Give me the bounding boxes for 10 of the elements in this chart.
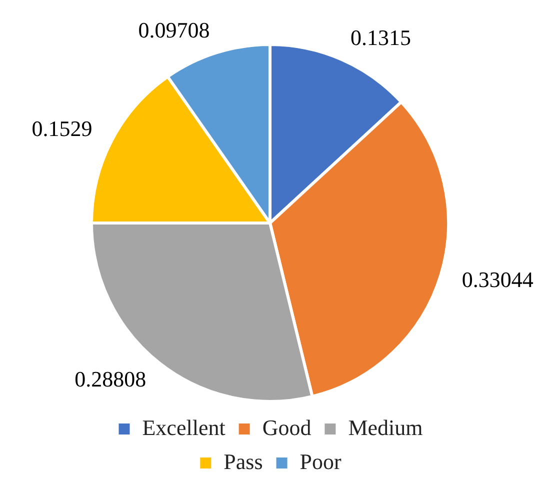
legend-label: Good [262,414,312,440]
data-label: 0.1315 [350,25,411,50]
legend-label: Poor [300,448,342,474]
data-label: 0.33044 [462,266,534,292]
legend-label: Medium [348,414,423,440]
legend-label: Pass [224,448,263,474]
data-label: 0.09708 [138,18,210,43]
data-label: 0.28808 [74,366,146,392]
legend-label: Excellent [142,414,226,440]
data-label: 0.1529 [32,116,92,142]
